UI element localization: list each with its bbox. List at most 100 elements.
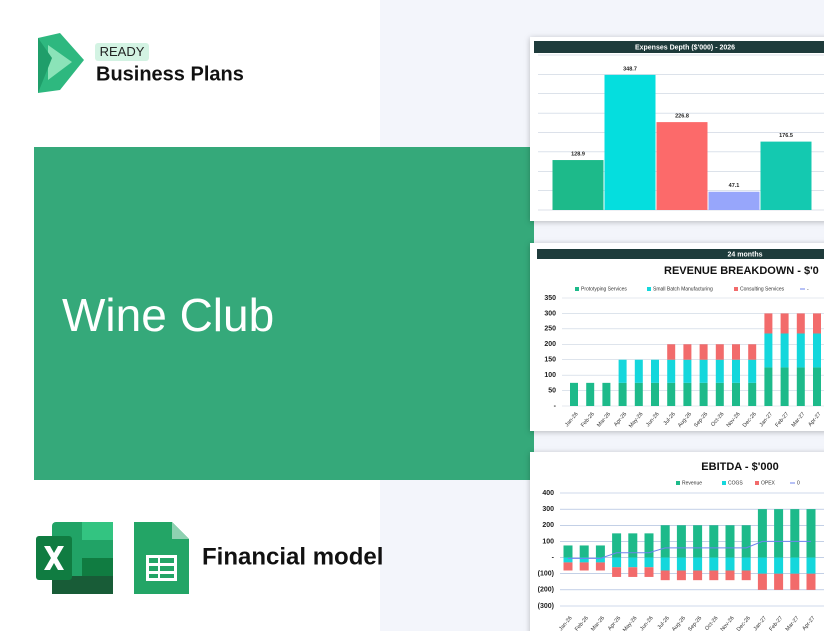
y-tick-label: (200) bbox=[538, 587, 554, 594]
bar bbox=[552, 160, 604, 210]
y-tick-label: 300 bbox=[544, 310, 556, 317]
bar-segment bbox=[651, 359, 659, 383]
bar-segment bbox=[602, 382, 611, 406]
bar-segment bbox=[806, 557, 816, 574]
bar-segment bbox=[644, 567, 654, 577]
bar-segment bbox=[715, 359, 724, 383]
legend-marker bbox=[722, 481, 726, 485]
y-tick-label: 200 bbox=[544, 341, 556, 348]
data-label: 47.1 bbox=[729, 183, 740, 189]
legend-label: Revenue bbox=[682, 480, 702, 486]
bar-segment bbox=[634, 382, 643, 406]
y-tick-label: 200 bbox=[542, 522, 554, 529]
bar-segment bbox=[676, 570, 686, 581]
bar-segment bbox=[699, 382, 708, 406]
excel-icon bbox=[36, 522, 113, 594]
bar-segment bbox=[813, 367, 821, 406]
bar-segment bbox=[774, 557, 784, 574]
bar-segment bbox=[790, 509, 800, 558]
bar-segment bbox=[790, 573, 800, 590]
bar-segment bbox=[579, 562, 589, 571]
bar-segment bbox=[628, 567, 638, 577]
legend-label: Small Batch Manufacturing bbox=[653, 286, 713, 292]
page-title: Wine Club bbox=[62, 289, 274, 341]
bar-segment bbox=[709, 570, 719, 581]
bar-segment bbox=[579, 545, 589, 558]
data-label: 226.8 bbox=[675, 114, 689, 120]
legend-label: COGS bbox=[728, 480, 743, 486]
data-label: 176.5 bbox=[779, 133, 793, 139]
bar-segment bbox=[612, 533, 622, 558]
bar-segment bbox=[579, 557, 589, 563]
bar-segment bbox=[813, 313, 821, 334]
bar-segment bbox=[757, 573, 767, 590]
y-tick-label: (100) bbox=[538, 571, 554, 578]
chart-title: Expenses Depth ($'000) - 2026 bbox=[635, 44, 735, 51]
legend-label: Prototyping Services bbox=[581, 286, 627, 292]
legend-marker bbox=[647, 287, 651, 291]
bar-segment bbox=[693, 570, 703, 581]
bar-segment bbox=[683, 382, 692, 406]
bar-segment bbox=[725, 570, 735, 581]
tag-pill bbox=[95, 43, 149, 61]
bar-segment bbox=[644, 533, 654, 558]
bar-segment bbox=[741, 525, 751, 558]
y-tick-label: 300 bbox=[542, 506, 554, 513]
bar-segment bbox=[667, 359, 676, 383]
bar-segment bbox=[676, 525, 686, 558]
bar-segment bbox=[748, 344, 757, 360]
bar-segment bbox=[660, 557, 670, 571]
bar-segment bbox=[612, 557, 622, 568]
legend-label: OPEX bbox=[761, 480, 776, 486]
bar-segment bbox=[634, 359, 643, 383]
bar-segment bbox=[676, 557, 686, 571]
bar-segment bbox=[563, 562, 573, 571]
bar-segment bbox=[748, 382, 757, 406]
legend-marker bbox=[575, 287, 579, 291]
bar bbox=[604, 74, 656, 210]
bar-segment bbox=[725, 525, 735, 558]
bar-segment bbox=[790, 557, 800, 574]
legend-marker bbox=[734, 287, 738, 291]
legend-label: Consulting Services bbox=[740, 286, 785, 292]
bar-segment bbox=[693, 525, 703, 558]
bar-segment bbox=[667, 382, 676, 406]
legend-label: - bbox=[807, 286, 809, 292]
y-tick-label: 150 bbox=[544, 357, 556, 364]
footer-label: Financial model bbox=[202, 543, 383, 570]
bar-segment bbox=[563, 545, 573, 558]
legend-marker bbox=[676, 481, 680, 485]
chart-header: 24 months bbox=[727, 251, 762, 258]
bar-segment bbox=[813, 333, 821, 368]
bar-segment bbox=[780, 313, 789, 334]
series-line bbox=[568, 540, 811, 559]
bar-segment bbox=[796, 333, 805, 368]
bar-segment bbox=[764, 313, 773, 334]
bar-segment bbox=[757, 557, 767, 574]
y-tick-label: - bbox=[552, 554, 555, 561]
bar-segment bbox=[699, 344, 708, 360]
bar-segment bbox=[628, 533, 638, 558]
bar-segment bbox=[570, 382, 578, 406]
bar-segment bbox=[595, 557, 605, 563]
bar-segment bbox=[796, 367, 805, 406]
bar-segment bbox=[618, 359, 627, 383]
chart-title: REVENUE BREAKDOWN - $'0 bbox=[664, 265, 819, 277]
y-tick-label: 100 bbox=[542, 538, 554, 545]
brand-name: Business Plans bbox=[96, 63, 244, 85]
bar-segment bbox=[774, 509, 784, 558]
bar-segment bbox=[796, 313, 805, 334]
bar-segment bbox=[628, 557, 638, 568]
bar-segment bbox=[667, 344, 676, 360]
bar-segment bbox=[715, 382, 724, 406]
bar-segment bbox=[618, 382, 627, 406]
chart-header-bar bbox=[537, 249, 824, 259]
bar-segment bbox=[725, 557, 735, 571]
bar-segment bbox=[644, 557, 654, 568]
brand-tag: READY bbox=[100, 44, 145, 59]
title-block bbox=[34, 147, 534, 480]
bar-segment bbox=[612, 567, 622, 577]
bar-segment bbox=[764, 333, 773, 368]
bar-segment bbox=[563, 557, 573, 563]
bar-segment bbox=[651, 382, 659, 406]
